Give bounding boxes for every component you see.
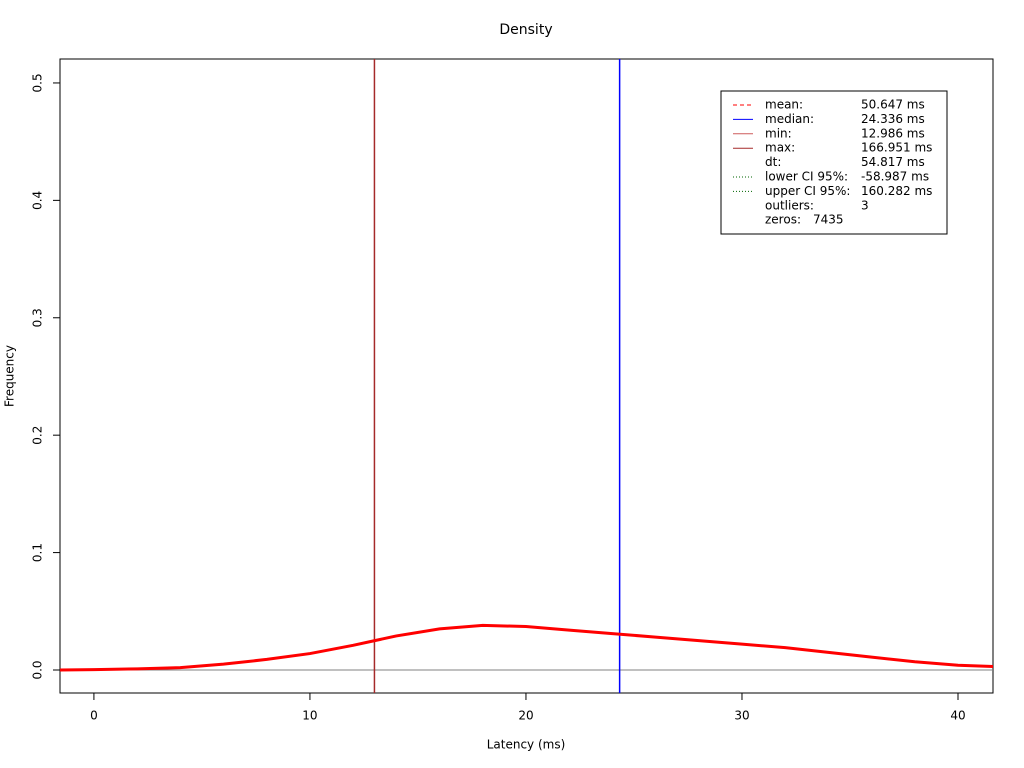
legend-value: 12.986 ms bbox=[861, 126, 925, 140]
plot-frame bbox=[59, 58, 994, 694]
legend-value: 54.817 ms bbox=[861, 155, 925, 169]
y-tick-label: 0.3 bbox=[31, 308, 45, 327]
chart-title: Density bbox=[499, 22, 552, 38]
legend-label: dt: bbox=[765, 155, 781, 169]
y-tick-label: 0.1 bbox=[31, 543, 45, 562]
x-tick-label: 40 bbox=[950, 709, 965, 723]
legend-box bbox=[720, 90, 948, 235]
x-tick-label: 0 bbox=[90, 709, 98, 723]
legend-label: min: bbox=[765, 126, 792, 140]
x-tick-label: 30 bbox=[734, 709, 749, 723]
x-tick-label: 10 bbox=[302, 709, 317, 723]
legend-label: outliers: bbox=[765, 198, 814, 212]
y-tick-label: 0.2 bbox=[31, 426, 45, 445]
legend-value: 24.336 ms bbox=[861, 112, 925, 126]
legend-label: lower CI 95%: bbox=[765, 170, 848, 184]
y-tick-label: 0.5 bbox=[31, 73, 45, 92]
x-tick-label: 20 bbox=[518, 709, 533, 723]
y-axis-label: Frequency bbox=[3, 345, 17, 407]
legend-value: -58.987 ms bbox=[861, 170, 929, 184]
legend-label: median: bbox=[765, 112, 814, 126]
legend-label: zeros: bbox=[765, 213, 801, 227]
y-tick-label: 0.0 bbox=[31, 660, 45, 679]
y-tick-label: 0.4 bbox=[31, 191, 45, 210]
legend-value: 160.282 ms bbox=[861, 184, 932, 198]
legend-value: 3 bbox=[861, 198, 869, 212]
legend-value: 166.951 ms bbox=[861, 141, 932, 155]
legend-label: max: bbox=[765, 141, 795, 155]
density-curve bbox=[59, 623, 994, 672]
legend-label: mean: bbox=[765, 98, 803, 112]
legend-value: 50.647 ms bbox=[861, 98, 925, 112]
legend-value: 7435 bbox=[813, 213, 844, 227]
x-axis-label: Latency (ms) bbox=[487, 738, 566, 752]
legend-label: upper CI 95%: bbox=[765, 184, 850, 198]
